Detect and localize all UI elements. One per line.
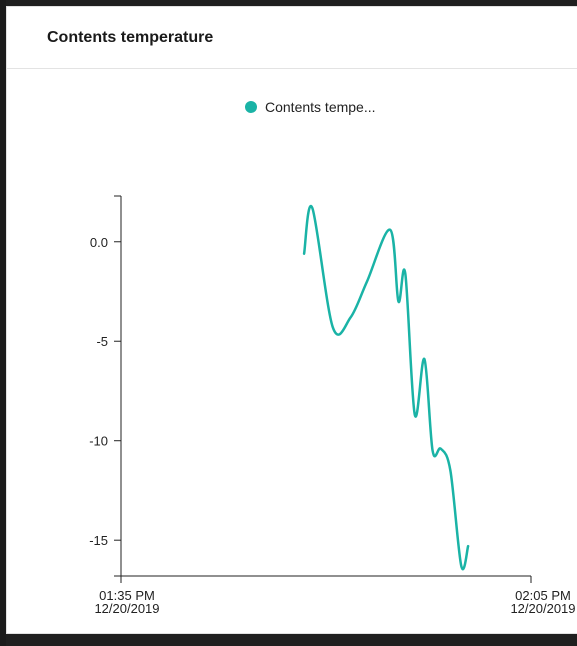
card-header: Contents temperature xyxy=(7,7,577,69)
legend-item-label: Contents tempe... xyxy=(265,99,376,115)
y-tick-label: -10 xyxy=(89,434,108,449)
x-tick-label-date: 12/20/2019 xyxy=(94,601,159,616)
x-tick-label-time: 02:05 PM xyxy=(515,588,571,603)
chart-legend[interactable]: Contents tempe... xyxy=(245,99,376,115)
legend-dot-icon xyxy=(245,101,257,113)
window-left-edge xyxy=(0,0,6,646)
y-tick-label: -5 xyxy=(96,334,108,349)
chart-card: Contents temperature Contents tempe... xyxy=(6,6,577,634)
y-tick-label: 0.0 xyxy=(90,235,108,250)
y-tick-label: -15 xyxy=(89,533,108,548)
series-layer xyxy=(302,204,470,571)
series-line-0 xyxy=(302,204,470,571)
card-title: Contents temperature xyxy=(47,29,214,46)
x-tick-label-time: 01:35 PM xyxy=(99,588,155,603)
x-tick-label-date: 12/20/2019 xyxy=(510,601,575,616)
